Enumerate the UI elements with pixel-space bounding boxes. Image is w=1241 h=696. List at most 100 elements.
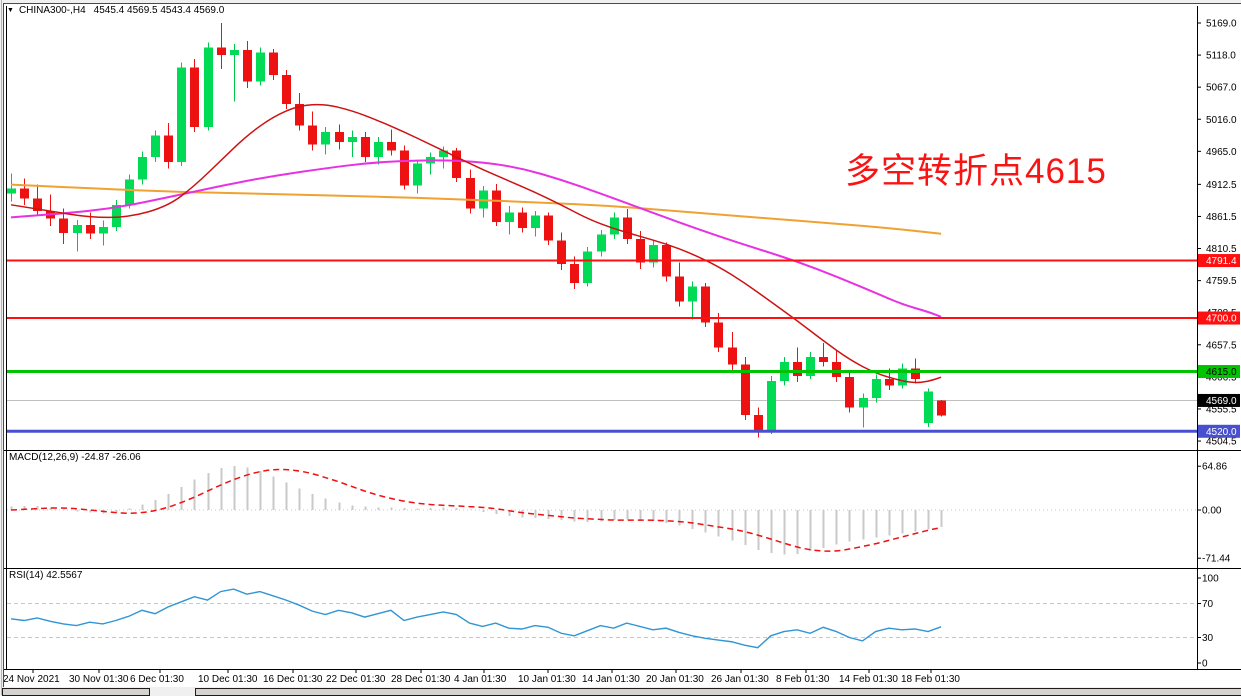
svg-text:4759.5: 4759.5	[1206, 276, 1237, 287]
candle-body	[610, 217, 619, 235]
candle-body	[806, 357, 815, 376]
svg-text:4965.0: 4965.0	[1206, 147, 1237, 158]
svg-text:30: 30	[1202, 633, 1214, 644]
svg-text:5169.0: 5169.0	[1206, 19, 1237, 30]
candle-body	[335, 131, 344, 142]
price-badge-4700.0: 4700.0	[1198, 311, 1240, 325]
candle-body	[885, 379, 894, 386]
macd-histogram	[10, 466, 943, 555]
ma-magenta	[10, 159, 942, 318]
candle-body	[348, 136, 357, 142]
candle-body	[452, 150, 461, 178]
macd-panel[interactable]	[7, 466, 1197, 555]
candle-body	[845, 377, 854, 408]
rsi-panel[interactable]	[7, 588, 1197, 649]
candle-body	[741, 364, 750, 415]
candle-body	[636, 238, 645, 263]
chart-title-bar[interactable]: ▼ CHINA300-,H4 4545.4 4569.5 4543.4 4569.0	[7, 5, 224, 16]
svg-text:4657.5: 4657.5	[1206, 340, 1237, 351]
svg-text:-71.44: -71.44	[1202, 554, 1231, 565]
price-badge-4615.0: 4615.0	[1198, 365, 1240, 379]
svg-text:4861.5: 4861.5	[1206, 212, 1237, 223]
svg-text:5118.0: 5118.0	[1206, 51, 1236, 62]
candle-body	[675, 276, 684, 302]
candle-body	[492, 190, 501, 222]
candle-body	[374, 141, 383, 157]
candle-body	[623, 217, 632, 239]
candle-body	[767, 380, 776, 432]
candle-body	[872, 379, 881, 398]
svg-text:0.00: 0.00	[1202, 506, 1222, 517]
candle-body	[7, 188, 16, 194]
candle-body	[59, 218, 68, 234]
ma-orange	[10, 183, 942, 235]
price-axis: 5169.0 5118.0 5067.0 5016.0 4965.0 4912.5 4861…	[1197, 4, 1241, 687]
svg-text:4555.5: 4555.5	[1206, 404, 1237, 415]
candle-body	[308, 125, 317, 145]
candle-body	[518, 212, 527, 229]
candle-body	[728, 347, 737, 365]
symbol-dropdown-icon[interactable]: ▼	[7, 7, 14, 14]
candle-body	[86, 224, 95, 234]
svg-text:70: 70	[1202, 599, 1214, 610]
window-edge-line	[1, 0, 2, 695]
svg-text:4504.5: 4504.5	[1206, 437, 1237, 448]
candle-body	[204, 47, 213, 127]
price-badge-4791.4: 4791.4	[1198, 254, 1240, 268]
svg-text:100: 100	[1202, 574, 1219, 585]
svg-text:5016.0: 5016.0	[1206, 115, 1237, 126]
svg-text:30 Nov 01:30: 30 Nov 01:30	[69, 674, 129, 685]
ma-fast-red	[10, 103, 942, 384]
candle-body	[33, 198, 42, 212]
svg-text:14 Jan 01:30: 14 Jan 01:30	[582, 674, 640, 685]
price-badge-4569.0: 4569.0	[1198, 393, 1240, 407]
chart-window[interactable]: 5169.0 5118.0 5067.0 5016.0 4965.0 4912.5 4861…	[3, 3, 1241, 687]
candle-body	[505, 212, 514, 222]
candle-body	[819, 357, 828, 363]
candle-body	[714, 322, 723, 348]
svg-text:4912.5: 4912.5	[1206, 180, 1237, 191]
chart-canvas[interactable]: 5169.0 5118.0 5067.0 5016.0 4965.0 4912.5 4861…	[4, 4, 1241, 687]
svg-text:18 Feb 01:30: 18 Feb 01:30	[901, 674, 960, 685]
candle-body	[112, 204, 121, 227]
macd-indicator-label: MACD(12,26,9) -24.87 -26.06	[9, 452, 141, 463]
rsi-line	[10, 588, 942, 649]
candle-body	[361, 136, 370, 157]
candle-body	[138, 156, 147, 180]
candle-body	[177, 67, 186, 163]
candle-body	[570, 263, 579, 283]
candle-body	[400, 150, 409, 186]
candle-body	[597, 234, 606, 252]
svg-text:4520.0: 4520.0	[1206, 427, 1237, 438]
svg-text:5067.0: 5067.0	[1206, 83, 1237, 94]
rsi-indicator-label: RSI(14) 42.5567	[9, 570, 83, 581]
svg-text:24 Nov 2021: 24 Nov 2021	[4, 674, 60, 685]
svg-text:64.86: 64.86	[1202, 462, 1227, 473]
svg-text:20 Jan 01:30: 20 Jan 01:30	[646, 674, 704, 685]
svg-text:4615.0: 4615.0	[1206, 367, 1237, 378]
candle-body	[20, 188, 29, 199]
candle-body	[688, 286, 697, 302]
candle-body	[321, 131, 330, 145]
svg-text:4 Jan 01:30: 4 Jan 01:30	[454, 674, 507, 685]
candle-body	[754, 414, 763, 432]
candle-body	[898, 368, 907, 386]
annotation-text: 多空转折点4615	[845, 152, 1107, 191]
candle-body	[649, 245, 658, 263]
svg-text:10 Jan 01:30: 10 Jan 01:30	[518, 674, 576, 685]
svg-text:28 Dec 01:30: 28 Dec 01:30	[391, 674, 451, 685]
candle-body	[230, 50, 239, 56]
candle-body	[190, 67, 199, 127]
candle-body	[832, 362, 841, 378]
price-panel[interactable]	[7, 23, 1197, 438]
candle-body	[217, 47, 226, 56]
current-ohlc-label: 4545.4 4569.5 4543.4 4569.0	[93, 5, 225, 16]
price-badge-4520.0: 4520.0	[1198, 424, 1240, 438]
candle-body	[544, 215, 553, 241]
time-axis: 24 Nov 2021 30 Nov 01:30 6 Dec 01:30 10 Dec…	[4, 669, 960, 685]
candle-body	[282, 75, 291, 105]
macd-signal-line	[10, 468, 942, 552]
svg-text:4700.0: 4700.0	[1206, 314, 1237, 325]
svg-text:0: 0	[1202, 659, 1208, 670]
candle-body	[859, 397, 868, 408]
